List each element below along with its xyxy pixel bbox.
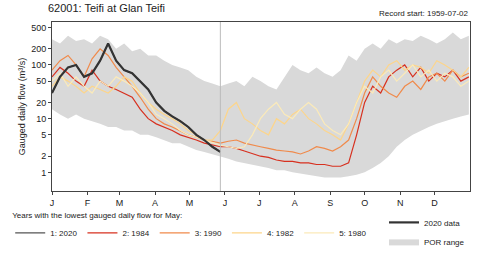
svg-text:M: M (116, 198, 124, 208)
svg-text:N: N (397, 198, 404, 208)
svg-text:200: 200 (31, 44, 46, 54)
svg-text:2020 data: 2020 data (424, 219, 460, 228)
svg-text:2: 2 (41, 151, 46, 161)
svg-text:M: M (186, 198, 194, 208)
svg-text:50: 50 (36, 76, 46, 86)
svg-text:5: 1980: 5: 1980 (339, 229, 366, 238)
svg-text:Gauged daily flow (m³/s): Gauged daily flow (m³/s) (17, 58, 27, 156)
svg-text:62001: Teifi at Glan Teifi: 62001: Teifi at Glan Teifi (48, 2, 165, 14)
svg-text:500: 500 (31, 23, 46, 33)
svg-text:D: D (431, 198, 438, 208)
svg-text:4: 1982: 4: 1982 (267, 229, 294, 238)
svg-text:100: 100 (31, 60, 46, 70)
svg-text:A: A (152, 198, 158, 208)
svg-text:J: J (50, 198, 55, 208)
svg-text:2: 1984: 2: 1984 (122, 229, 149, 238)
svg-text:Record start: 1959-07-02: Record start: 1959-07-02 (379, 9, 468, 18)
svg-text:3: 1990: 3: 1990 (195, 229, 222, 238)
svg-text:S: S (327, 198, 333, 208)
svg-text:20: 20 (36, 98, 46, 108)
svg-text:10: 10 (36, 114, 46, 124)
svg-text:1: 2020: 1: 2020 (50, 229, 77, 238)
svg-text:Years with the lowest gauged d: Years with the lowest gauged daily flow … (12, 211, 182, 220)
svg-text:J: J (257, 198, 262, 208)
svg-text:O: O (361, 198, 368, 208)
svg-text:A: A (292, 198, 298, 208)
svg-text:F: F (85, 198, 91, 208)
svg-text:5: 5 (41, 130, 46, 140)
svg-text:POR range: POR range (424, 238, 465, 247)
svg-text:J: J (223, 198, 228, 208)
svg-text:1: 1 (41, 168, 46, 178)
